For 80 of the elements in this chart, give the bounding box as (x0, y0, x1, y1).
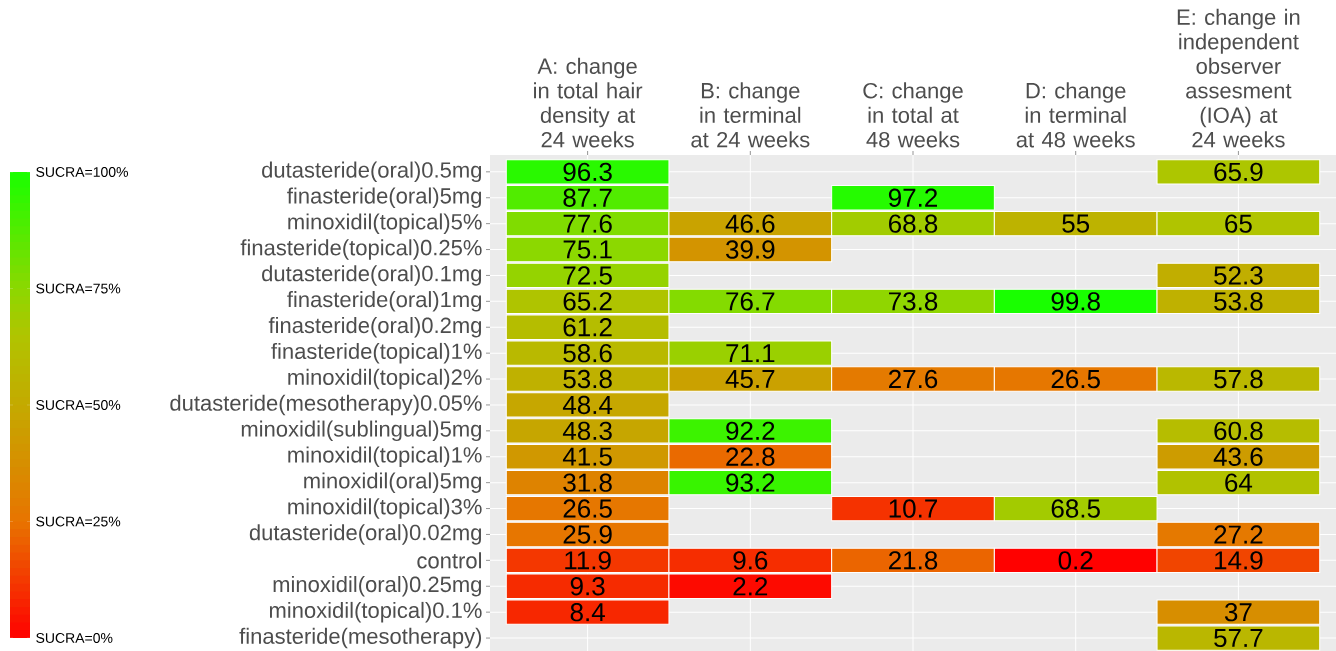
y-tick-label: finasteride(topical)1% (271, 342, 482, 364)
data-label: 22.8 (726, 447, 775, 466)
data-label: 92.2 (726, 421, 775, 441)
data-label: 0.2 (1058, 551, 1093, 570)
data-label: 9.3 (570, 577, 605, 596)
data-label: 48.4 (562, 395, 613, 415)
x-tick-label: C: change in total at 48 weeks (863, 82, 963, 148)
data-label: 37 (1224, 602, 1252, 622)
data-label: 93.2 (726, 473, 775, 492)
data-label: 26.5 (1051, 369, 1100, 389)
y-tick-label: finasteride(oral)0.2mg (268, 316, 482, 338)
color-bar-label: SUCRA=100% (36, 167, 129, 177)
data-label: 65.9 (1214, 162, 1263, 182)
data-label: 73.8 (889, 292, 938, 311)
y-tick-label: control (417, 552, 481, 569)
x-tick-label: E: change in independent observer assesment (IOA) at 24 weeks (1177, 8, 1300, 148)
data-label: 14.9 (1215, 551, 1263, 570)
data-label: 43.6 (1213, 447, 1263, 466)
data-label: 55 (1062, 214, 1090, 233)
x-tick-label: A: change in total hair density at 24 weeks (534, 57, 643, 148)
data-label: 68.5 (1051, 499, 1100, 518)
data-label: 76.7 (726, 292, 775, 311)
data-label: 97.2 (888, 188, 937, 207)
y-tick-label: minoxidil(topical)2% (288, 368, 482, 390)
data-label: 39.9 (726, 240, 775, 259)
color-bar-label: SUCRA=75% (36, 283, 121, 294)
y-tick-label: minoxidil(topical)3% (288, 498, 482, 519)
color-bar-label: SUCRA=0% (36, 633, 113, 643)
data-label: 8.4 (570, 602, 605, 622)
y-tick-label: minoxidil(sublingual)5mg (241, 420, 481, 442)
data-label: 75.1 (563, 240, 612, 259)
y-tick-label: finasteride(topical)0.25% (240, 239, 482, 260)
y-tick-label: dutasteride(oral)0.02mg (249, 524, 482, 545)
data-label: 60.8 (1214, 421, 1263, 441)
data-label: 52.3 (1214, 266, 1263, 285)
data-label: 77.6 (563, 214, 612, 233)
data-label: 68.8 (889, 214, 938, 233)
data-label: 26.5 (563, 499, 612, 518)
y-tick-label: minoxidil(oral)5mg (304, 472, 482, 493)
data-label: 31.8 (563, 473, 612, 492)
data-label: 65.2 (563, 292, 612, 311)
data-label: 58.6 (563, 343, 612, 363)
data-label: 65 (1225, 214, 1252, 233)
data-label: 45.7 (725, 369, 775, 389)
y-tick-label: finasteride(oral)1mg (287, 291, 482, 312)
data-label: 57.7 (1214, 628, 1263, 648)
y-tick-label: dutasteride(mesotherapy)0.05% (170, 394, 482, 416)
data-label: 87.7 (563, 188, 612, 207)
y-tick-label: minoxidil(topical)0.1% (269, 601, 482, 623)
data-label: 27.6 (889, 369, 938, 389)
data-label: 9.6 (733, 551, 768, 570)
data-label: 53.8 (1214, 292, 1263, 311)
x-tick-label: D: change in terminal at 48 weeks (1016, 82, 1135, 148)
y-tick-label: minoxidil(topical)1% (288, 446, 482, 467)
data-label: 53.8 (563, 369, 612, 389)
data-label: 72.5 (563, 266, 612, 285)
data-label: 46.6 (725, 214, 775, 233)
data-label: 57.8 (1214, 369, 1263, 389)
color-bar-label: SUCRA=25% (36, 516, 121, 527)
data-label: 10.7 (889, 499, 937, 518)
data-label: 21.8 (889, 551, 938, 570)
y-tick-label: minoxidil(oral)0.25mg (273, 575, 482, 597)
data-label: 61.2 (563, 318, 612, 337)
data-label: 99.8 (1051, 292, 1100, 311)
y-tick-label: dutasteride(oral)0.5mg (262, 161, 482, 183)
y-tick-label: finasteride(mesotherapy) (239, 627, 482, 649)
data-label: 48.3 (562, 421, 612, 441)
y-tick-label: dutasteride(oral)0.1mg (262, 265, 482, 286)
data-label: 71.1 (726, 344, 775, 363)
data-label: 27.2 (1214, 525, 1263, 544)
y-tick-label: minoxidil(topical)5% (288, 213, 482, 234)
data-label: 11.9 (565, 551, 611, 570)
data-label: 41.5 (562, 447, 612, 466)
y-tick-label: finasteride(oral)5mg (287, 187, 482, 208)
data-label: 2.2 (733, 577, 768, 596)
data-label: 25.9 (563, 525, 612, 544)
x-tick-label: B: change in terminal at 24 weeks (691, 82, 810, 148)
color-bar-label: SUCRA=50% (36, 400, 121, 410)
data-label: 96.3 (563, 162, 612, 182)
data-label: 64 (1225, 473, 1253, 492)
